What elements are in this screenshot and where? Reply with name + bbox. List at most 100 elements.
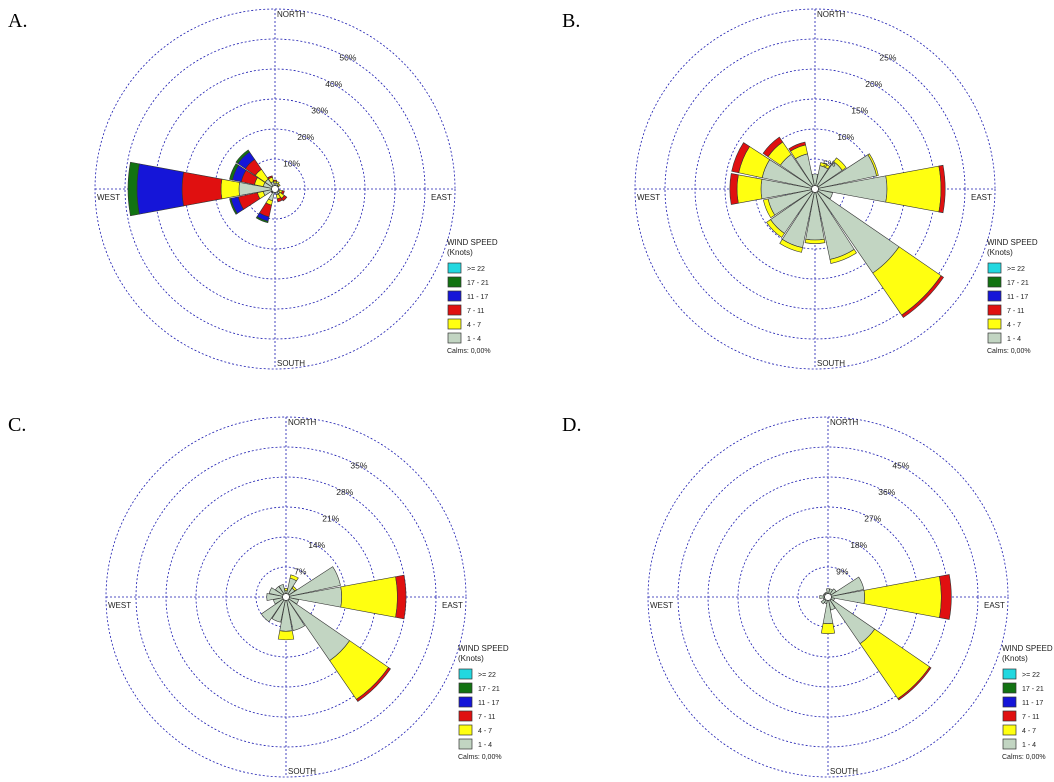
direction-label-west: WEST — [108, 601, 131, 610]
direction-label-east: EAST — [971, 193, 992, 202]
ring-label: 36% — [878, 487, 895, 497]
sector-4-7-157_5 — [829, 248, 857, 264]
wind-rose-panel-d: 9% 18% 27% 36% 45% NORTH SOUTH EAST WEST WIND SPE… — [647, 416, 1053, 778]
sector-7-11-135 — [355, 666, 391, 702]
center-marker — [271, 185, 279, 193]
sector-7-11-135 — [901, 275, 944, 318]
legend-title: WIND SPEED — [1002, 644, 1053, 653]
legend-title: WIND SPEED — [447, 238, 498, 247]
sector-4-7-180 — [804, 238, 826, 244]
sector-7-11-0 — [273, 179, 277, 182]
legend: WIND SPEED(Knots) >= 22 17 - 21 11 - 17 7 - … — [447, 238, 498, 355]
legend-entry-label: 7 - 11 — [478, 714, 495, 721]
ring-label: 10% — [837, 132, 854, 142]
legend-swatch — [1002, 724, 1017, 736]
legend-swatch — [1002, 682, 1017, 694]
legend-swatch — [447, 318, 462, 330]
sector-7-11-292_5 — [731, 142, 750, 174]
direction-label-west: WEST — [97, 193, 120, 202]
legend-entry-label: 1 - 4 — [478, 742, 492, 749]
legend-entry-label: >= 22 — [1007, 266, 1025, 273]
legend: WIND SPEED(Knots) >= 22 17 - 21 11 - 17 7 - … — [987, 238, 1038, 355]
ring-label: 27% — [864, 514, 881, 524]
legend-swatch — [447, 290, 462, 302]
sector-4-7-22_5 — [819, 162, 831, 170]
ring-label: 9% — [836, 567, 849, 577]
legend-title: WIND SPEED — [987, 238, 1038, 247]
legend-entry-label: 17 - 21 — [1022, 686, 1044, 693]
legend-entry-label: >= 22 — [467, 266, 485, 273]
wind-rose-panel-b: 5% 10% 15% 20% 25% NORTH SOUTH EAST WEST WIND SPE… — [634, 8, 1038, 370]
sector-7-11-315 — [762, 136, 784, 158]
legend-entry-label: 11 - 17 — [478, 700, 499, 707]
sector-7-11-90 — [939, 574, 952, 620]
sector-7-11-135 — [897, 666, 932, 701]
ring-label: 20% — [297, 132, 314, 142]
direction-label-south: SOUTH — [288, 767, 316, 776]
legend-entry-label: 1 - 4 — [1007, 336, 1021, 343]
direction-label-south: SOUTH — [817, 359, 845, 368]
legend-swatch — [987, 304, 1002, 316]
sector-17-21-270 — [127, 161, 140, 217]
legend-entry-label: 11 - 17 — [1007, 294, 1028, 301]
legend-swatch — [987, 262, 1002, 274]
sector-11-17-270 — [136, 163, 184, 215]
sector-7-11-270 — [729, 173, 739, 205]
legend-swatch — [987, 290, 1002, 302]
ring-label: 18% — [850, 540, 867, 550]
ring-label: 21% — [322, 514, 339, 524]
legend-calms: Calms: 0,00% — [987, 348, 1031, 355]
legend-swatch — [1002, 668, 1017, 680]
legend-unit: (Knots) — [987, 248, 1013, 257]
direction-label-west: WEST — [650, 601, 673, 610]
sector-4-7-135 — [859, 628, 931, 700]
legend-entry-label: 4 - 7 — [1007, 322, 1021, 329]
direction-label-west: WEST — [637, 193, 660, 202]
legend-unit: (Knots) — [458, 654, 484, 663]
direction-label-north: NORTH — [830, 418, 859, 427]
legend-calms: Calms: 0,00% — [1002, 754, 1046, 761]
ring-label: 14% — [308, 540, 325, 550]
legend-entry-label: 7 - 11 — [467, 308, 484, 315]
legend-swatch — [1002, 696, 1017, 708]
sector-17-21-202_5 — [255, 216, 269, 224]
legend-entry-label: 1 - 4 — [467, 336, 481, 343]
ring-label: 35% — [350, 461, 367, 471]
ring-label: 45% — [892, 461, 909, 471]
legend-swatch — [447, 276, 462, 288]
legend-swatch — [458, 738, 473, 750]
legend-entry-label: >= 22 — [1022, 672, 1040, 679]
sector-1-4-67_5 — [827, 576, 865, 598]
legend-swatch — [447, 262, 462, 274]
legend-unit: (Knots) — [447, 248, 473, 257]
panel-label-c: C. — [8, 414, 26, 436]
ring-label: 30% — [311, 106, 328, 116]
legend-swatch — [458, 696, 473, 708]
legend-unit: (Knots) — [1002, 654, 1028, 663]
sector-4-7-90 — [885, 165, 942, 213]
ring-label: 10% — [283, 159, 300, 169]
legend-entry-label: 7 - 11 — [1007, 308, 1024, 315]
legend: WIND SPEED(Knots) >= 22 17 - 21 11 - 17 7 - … — [1002, 644, 1053, 761]
ring-label: 28% — [336, 487, 353, 497]
legend-entry-label: 7 - 11 — [1022, 714, 1039, 721]
legend-swatch — [458, 724, 473, 736]
legend-entry-label: >= 22 — [478, 672, 496, 679]
legend-entry-label: 17 - 21 — [1007, 280, 1029, 287]
legend-swatch — [458, 710, 473, 722]
legend-swatch — [1002, 738, 1017, 750]
sector-4-7-67_5 — [867, 153, 879, 177]
ring-label: 7% — [294, 567, 307, 577]
sector-4-7-0 — [284, 588, 288, 592]
direction-label-south: SOUTH — [277, 359, 305, 368]
legend-swatch — [447, 304, 462, 316]
panel-label-a: A. — [8, 10, 27, 32]
direction-label-east: EAST — [442, 601, 463, 610]
direction-label-south: SOUTH — [830, 767, 858, 776]
sector-4-7-22_5 — [289, 574, 299, 582]
ring-label: 40% — [325, 79, 342, 89]
sector-4-7-45 — [833, 157, 847, 171]
legend-swatch — [987, 332, 1002, 344]
sector-7-11-337_5 — [788, 141, 806, 152]
legend-swatch — [447, 332, 462, 344]
